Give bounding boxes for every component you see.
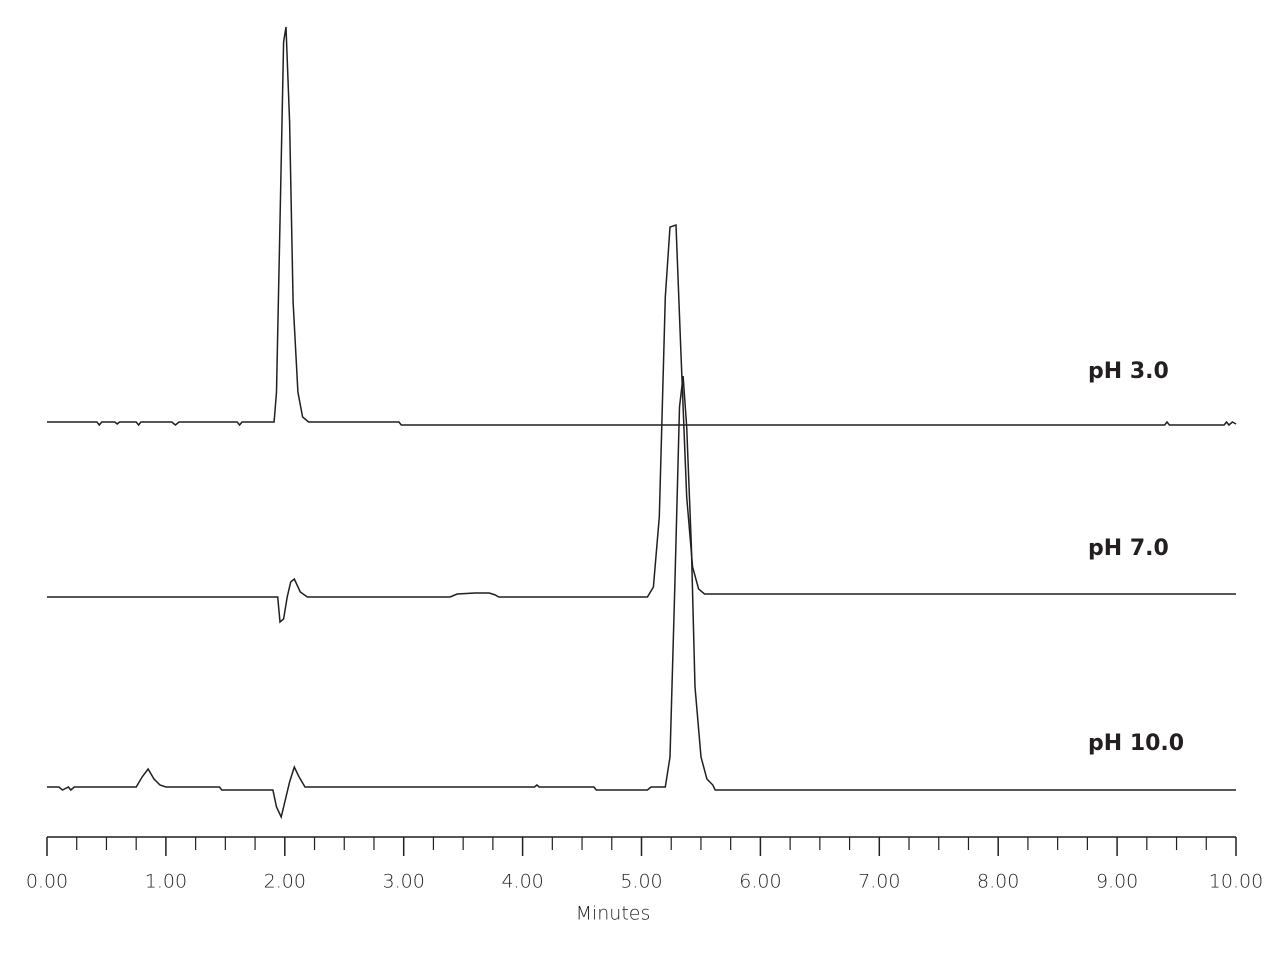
x-tick-label: 4.00 [501,871,543,893]
trace [47,223,1236,624]
trace [47,26,1237,427]
x-tick-label: 6.00 [739,871,781,893]
x-tick-label: 1.00 [145,871,187,893]
x-axis-title: Minutes [576,903,651,925]
x-tick-label: 0.00 [26,871,68,893]
x-tick-label: 8.00 [977,871,1019,893]
x-tick-label: 2.00 [264,871,306,893]
x-tick-label: 10.00 [1209,871,1263,893]
x-tick-label: 9.00 [1096,871,1138,893]
x-tick-label: 3.00 [383,871,425,893]
series-label: pH 10.0 [1088,731,1184,756]
x-tick-label: 7.00 [858,871,900,893]
series-label: pH 7.0 [1088,536,1169,561]
x-tick-label: 5.00 [620,871,662,893]
trace [47,375,1236,820]
series-label: pH 3.0 [1088,359,1169,384]
